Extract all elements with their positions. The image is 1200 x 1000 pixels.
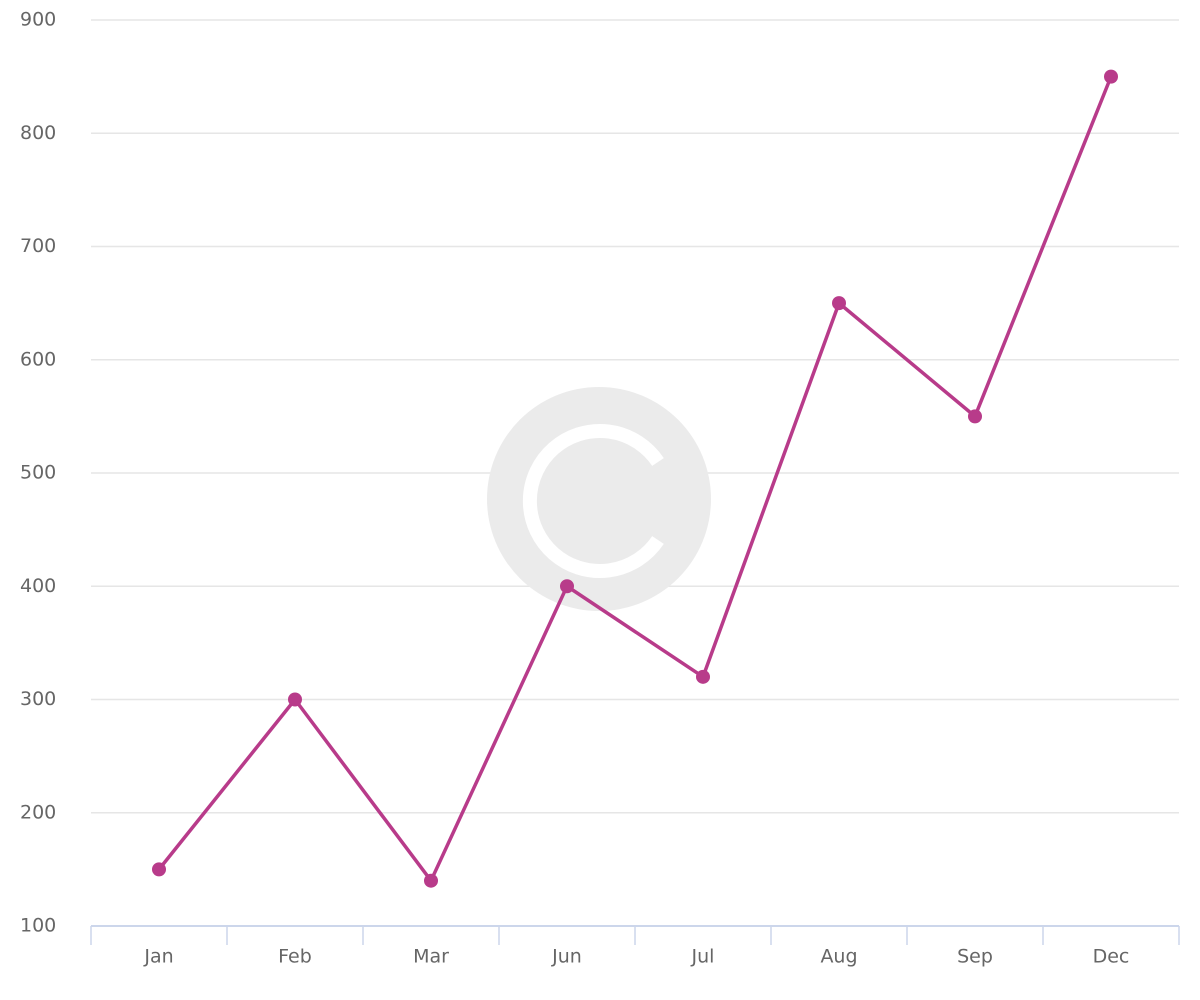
y-tick-label: 700 bbox=[20, 235, 56, 257]
line-series bbox=[157, 75, 1113, 883]
y-tick-label: 300 bbox=[20, 688, 56, 710]
data-point bbox=[424, 873, 438, 888]
y-tick-label: 600 bbox=[20, 348, 56, 370]
x-tick-label: Feb bbox=[278, 946, 312, 968]
watermark bbox=[487, 387, 711, 611]
x-tick-label: Aug bbox=[820, 946, 857, 968]
data-point bbox=[1104, 69, 1118, 84]
x-tick-label: Sep bbox=[957, 946, 993, 968]
y-tick-label: 100 bbox=[20, 915, 56, 937]
y-tick-label: 500 bbox=[20, 462, 56, 484]
x-tick-label: Jul bbox=[691, 946, 715, 968]
y-tick-label: 400 bbox=[20, 575, 56, 597]
x-tick-label: Jun bbox=[551, 946, 582, 968]
data-point bbox=[696, 669, 710, 684]
y-tick-label: 200 bbox=[20, 801, 56, 823]
data-point bbox=[832, 296, 846, 311]
y-tick-label: 900 bbox=[20, 9, 56, 31]
x-tick-label: Jan bbox=[143, 946, 173, 968]
data-point bbox=[152, 862, 166, 877]
data-point bbox=[288, 692, 302, 707]
data-point bbox=[968, 409, 982, 424]
y-tick-label: 800 bbox=[20, 122, 56, 144]
x-tick-label: Dec bbox=[1093, 946, 1130, 968]
x-tick-label: Mar bbox=[413, 946, 449, 968]
data-point bbox=[560, 579, 574, 594]
